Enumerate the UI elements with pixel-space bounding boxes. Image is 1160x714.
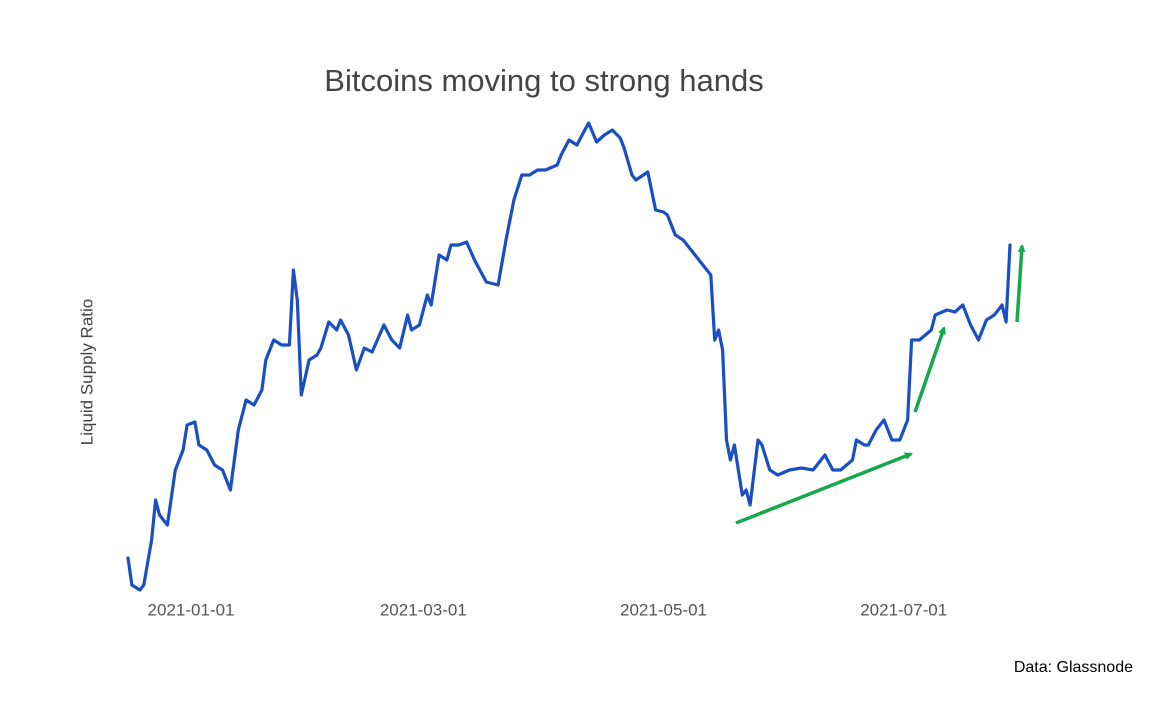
x-tick-label: 2021-07-01 bbox=[860, 600, 947, 619]
x-tick-label: 2021-05-01 bbox=[620, 600, 707, 619]
chart-title: Bitcoins moving to strong hands bbox=[324, 63, 763, 98]
source-note: Data: Glassnode bbox=[1014, 659, 1133, 676]
data-line bbox=[126, 121, 1012, 592]
trend-arrow bbox=[1015, 244, 1026, 323]
y-axis-label: Liquid Supply Ratio bbox=[77, 299, 96, 445]
x-tick-label: 2021-03-01 bbox=[380, 600, 467, 619]
trend-arrow bbox=[735, 452, 913, 525]
annotation-arrows bbox=[735, 244, 1026, 525]
x-tick-label: 2021-01-01 bbox=[148, 600, 235, 619]
trend-arrow bbox=[913, 326, 946, 413]
